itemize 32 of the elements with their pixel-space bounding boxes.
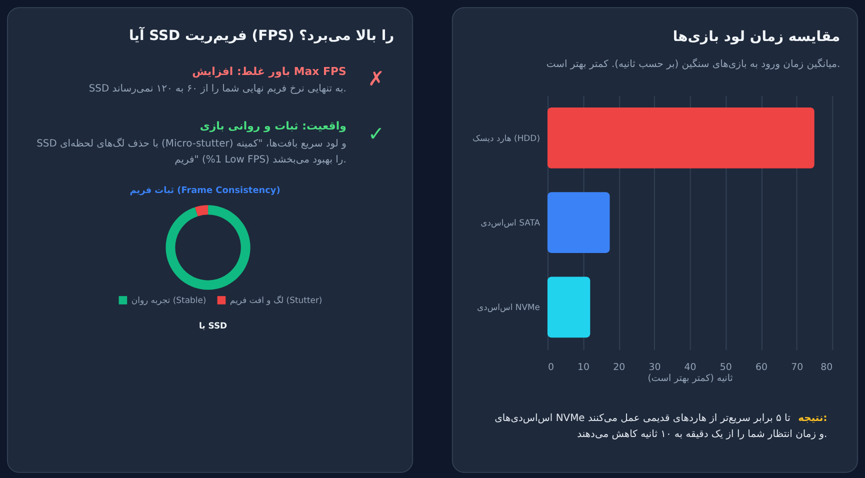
text: ✓ [368, 122, 385, 146]
text: SSD با حذف لگ‌های لحظه‌ای (Micro-stutter) و لود سریع بافت‌ها، "کمینه فریم" (%1 Low FPS) را بهبود می‌بخشد. [36, 137, 347, 166]
bar [547, 276, 590, 338]
chart-subtitle: میانگین زمان ورود به بازی‌های سنگین (بر حسب ثانیه). کمتر بهتر است. [546, 58, 840, 70]
x-tick-label: 80 [820, 362, 833, 373]
text: SSD به تنهایی نرخ فریم نهایی شما را از ۶۰ به ۱۲۰ نمی‌رساند. [88, 84, 346, 95]
text: با SSD [198, 320, 228, 331]
x-tick-label: 40 [684, 362, 696, 373]
x-tick-label: 30 [648, 362, 661, 373]
text: باور غلط: افزایش Max FPS [192, 64, 347, 78]
bar [547, 108, 814, 168]
x-tick-label: 10 [578, 362, 590, 373]
legend-label: تجربه روان (Stable) [131, 295, 206, 306]
legend-label: لگ و افت فریم (Stutter) [230, 295, 322, 306]
y-tick-label: هارد دیسک (HDD) [472, 132, 540, 144]
text: آیا SSD فریم‌ریت (FPS) را بالا می‌برد؟ [129, 26, 394, 44]
text: واقعیت: ثبات و روانی بازی [200, 120, 346, 133]
x-axis-title: ثانیه (کمتر بهتر است) [648, 372, 734, 384]
donut-slice [194, 205, 208, 216]
x-tick-label: 70 [791, 362, 804, 373]
text: ✗ [368, 68, 385, 91]
x-tick-label: 60 [755, 362, 768, 373]
bar [547, 192, 610, 254]
donut-slice [166, 205, 250, 290]
chart-title: مقایسه زمان لود بازی‌ها [672, 28, 840, 45]
x-tick-label: 0 [548, 362, 554, 373]
x-tick-label: 20 [613, 362, 626, 373]
text: نتیجه: [798, 413, 828, 424]
y-tick-label: اس‌اس‌دی SATA [480, 218, 540, 229]
x-tick-label: 50 [720, 362, 732, 373]
y-tick-label: اس‌اس‌دی NVMe [476, 302, 540, 314]
chart-title: ثبات فریم (Frame Consistency) [130, 186, 280, 196]
